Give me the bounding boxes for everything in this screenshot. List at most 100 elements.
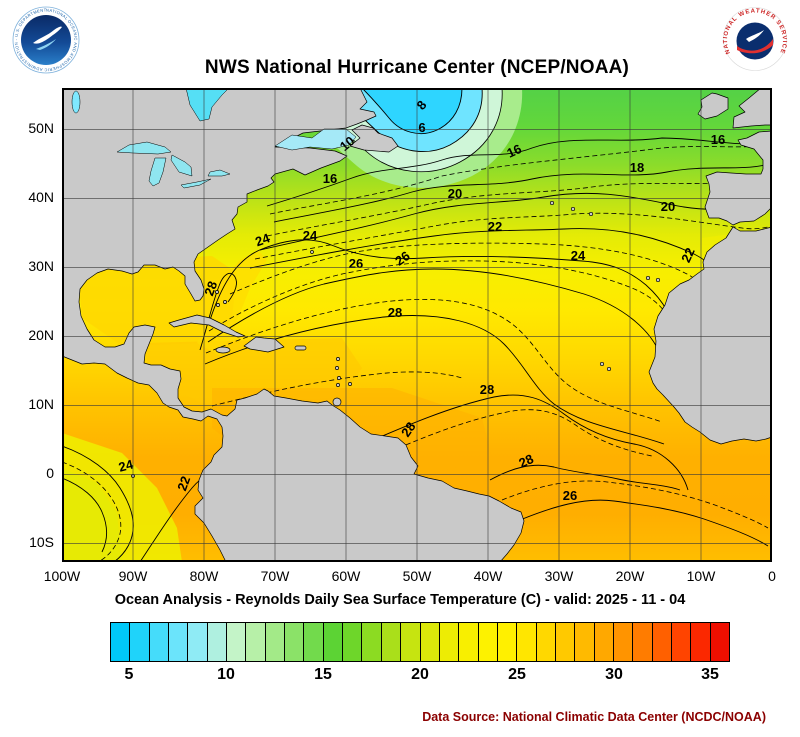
france-iberia-landmass — [704, 130, 773, 226]
lat-tick-10S: 10S — [29, 534, 54, 550]
colorbar-cell — [130, 623, 150, 661]
lon-tick-100W: 100W — [43, 568, 81, 584]
lon-tick-10W: 10W — [686, 568, 716, 584]
lat-tick-20N: 20N — [28, 327, 54, 343]
contour-label: 16 — [711, 132, 725, 147]
sst-map: 8 6 10 16 16 16 18 20 20 22 22 24 24 24 … — [61, 87, 773, 563]
ireland-landmass — [697, 92, 729, 120]
colorbar-cell — [304, 623, 324, 661]
colorbar-cell — [536, 623, 556, 661]
nws-seagull-icon — [746, 30, 764, 42]
contour-line-16 — [266, 137, 773, 207]
lat-tick-40N: 40N — [28, 189, 54, 205]
noaa-seagull-icon — [33, 26, 62, 44]
trinidad-island — [332, 397, 342, 407]
contour-label: 24 — [253, 230, 272, 249]
colorbar-tick-30: 30 — [605, 666, 623, 683]
page-title: NWS National Hurricane Center (NCEP/NOAA… — [204, 57, 630, 78]
contour-line-28 — [204, 315, 665, 445]
noaa-logo: NATIONAL OCEANIC AND ATMOSPHERIC ADMINIS… — [12, 6, 80, 74]
lat-tick-10N: 10N — [28, 396, 54, 412]
colorbar-cell — [439, 623, 460, 661]
contour-labels: 8 6 10 16 16 16 18 20 20 22 22 24 24 24 … — [117, 98, 725, 503]
colorbar-cell — [188, 623, 208, 661]
colorbar-cells — [111, 623, 729, 661]
colorbar-tick-20: 20 — [411, 666, 429, 683]
colorbar-cell — [381, 623, 402, 661]
sst-contours — [61, 137, 773, 563]
colorbar-cell — [169, 623, 189, 661]
colorbar-tick-35: 35 — [701, 666, 719, 683]
contour-label: 24 — [303, 228, 318, 243]
landmasses — [61, 87, 773, 563]
africa-landmass — [648, 226, 773, 445]
colorbar-tick-5: 5 — [124, 666, 134, 683]
colorbar-cell — [149, 623, 170, 661]
contour-label: 20 — [661, 199, 675, 214]
lat-tick-0: 0 — [46, 465, 54, 481]
contour-line-28-equatorial — [489, 464, 681, 491]
colorbar-cell — [401, 623, 421, 661]
colorbar-cell — [613, 623, 634, 661]
lon-tick-50W: 50W — [402, 568, 432, 584]
contour-label: 22 — [174, 474, 193, 493]
nws-red-swoosh-icon — [737, 39, 773, 54]
lon-tick-80W: 80W — [189, 568, 219, 584]
contour-label: 16 — [323, 171, 337, 186]
small-islands — [131, 200, 661, 478]
contour-label: 16 — [504, 141, 523, 161]
inland-waters — [71, 87, 357, 189]
newfoundland-island — [349, 124, 399, 153]
noaa-wave-icon — [36, 39, 56, 50]
contour-line-18 — [273, 162, 773, 223]
colorbar-cell — [517, 623, 537, 661]
puerto-rico-island — [294, 345, 307, 351]
colorbar-tick-15: 15 — [314, 666, 332, 683]
contour-label: 28 — [388, 305, 402, 320]
contour-label: 22 — [678, 245, 698, 264]
colorbar-cell — [111, 623, 131, 661]
contour-line-28-gulfstream — [199, 272, 237, 351]
colorbar-labels: 5 10 15 20 25 30 35 — [110, 666, 730, 688]
contour-label: 28 — [516, 451, 535, 471]
contour-label: 26 — [392, 248, 412, 269]
colorbar-cell — [343, 623, 363, 661]
contour-label: 28 — [480, 382, 494, 397]
colorbar-cell — [246, 623, 266, 661]
great-lakes — [116, 141, 231, 189]
colorbar-cell — [652, 623, 672, 661]
colorbar-cell — [497, 623, 518, 661]
contour-label: 24 — [571, 248, 586, 263]
contour-label: 18 — [630, 160, 644, 175]
contour-line-24-pacific2 — [61, 477, 107, 553]
lake-winnipeg — [71, 90, 81, 114]
lon-tick-0: 0 — [768, 568, 776, 584]
lon-tick-70W: 70W — [260, 568, 290, 584]
colorbar-tick-25: 25 — [508, 666, 526, 683]
colorbar-cell — [594, 623, 614, 661]
lat-tick-30N: 30N — [28, 258, 54, 274]
sst-map-canvas: 8 6 10 16 16 16 18 20 20 22 22 24 24 24 … — [61, 87, 773, 563]
map-caption: Ocean Analysis - Reynolds Daily Sea Surf… — [114, 592, 686, 608]
nws-logo: NATIONAL WEATHER SERVICE — [723, 7, 787, 71]
contour-label: 26 — [349, 256, 363, 271]
lon-tick-40W: 40W — [473, 568, 503, 584]
contour-line-24-pacific — [61, 445, 134, 563]
contour-label: 6 — [418, 120, 425, 135]
colorbar-cell — [207, 623, 228, 661]
colorbar-cell — [691, 623, 711, 661]
americas-landmass — [61, 87, 525, 563]
colorbar-cell — [459, 623, 479, 661]
gulf-of-st-lawrence — [274, 128, 357, 151]
colorbar-cell — [362, 623, 382, 661]
colorbar-cell — [478, 623, 498, 661]
colorbar-cell — [227, 623, 247, 661]
dashed-contours — [61, 143, 773, 563]
contour-label: 26 — [563, 488, 577, 503]
hispaniola-island — [243, 336, 285, 353]
colorbar-cell — [265, 623, 286, 661]
colorbar-cell — [575, 623, 595, 661]
contour-line-26-south — [519, 499, 769, 547]
contour-label: 22 — [488, 219, 502, 234]
colorbar-cell — [555, 623, 576, 661]
